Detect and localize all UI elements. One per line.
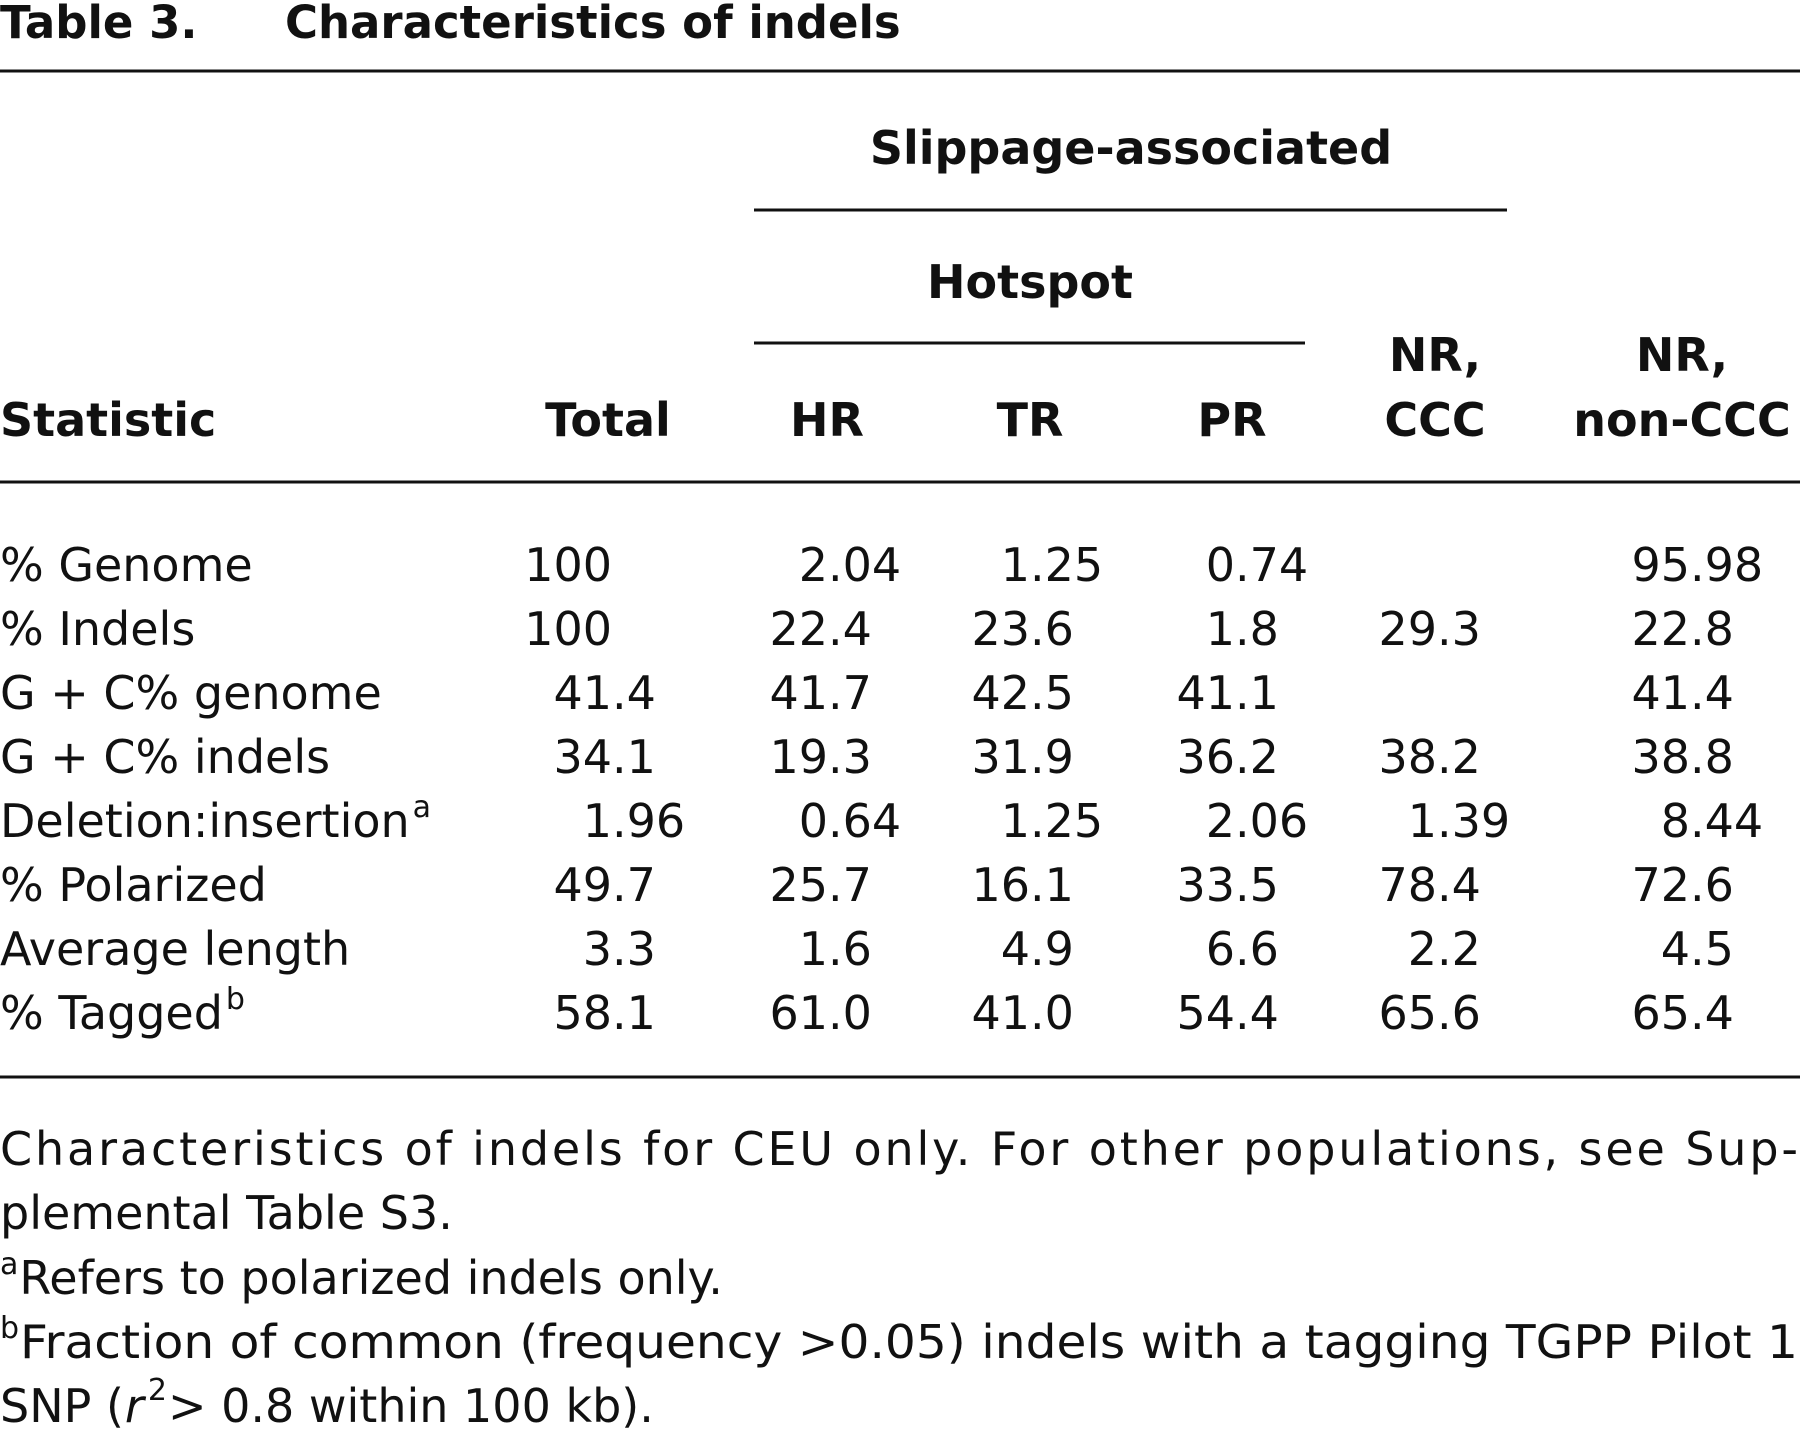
cell: 65.6 (1378, 986, 1480, 1040)
footnote-mark: b (226, 982, 245, 1017)
cell: 42.5 (971, 666, 1073, 720)
cell: 1.39 (1408, 794, 1510, 848)
row-label: Deletion:insertion (0, 794, 410, 848)
row-label: G + C% genome (0, 666, 382, 720)
cell: 8.44 (1661, 794, 1763, 848)
cell: 1.25 (1001, 794, 1103, 848)
cell: 49.7 (553, 858, 655, 912)
row-label: % Polarized (0, 858, 267, 912)
column-header: HR (790, 393, 864, 447)
cell: 4.5 (1661, 922, 1734, 976)
cell: 0.74 (1206, 538, 1308, 592)
cell: 41.0 (971, 986, 1073, 1040)
footnote-text: SNP ( (0, 1379, 124, 1433)
footnote-text: r (125, 1379, 147, 1433)
cell: 4.9 (1001, 922, 1074, 976)
cell: 100 (524, 538, 612, 592)
cell: 1.96 (583, 794, 685, 848)
cell: 0.64 (799, 794, 901, 848)
cell: 1.8 (1206, 602, 1279, 656)
column-header: CCC (1384, 393, 1485, 447)
subgroup-header: Hotspot (927, 255, 1133, 309)
cell: 95.98 (1631, 538, 1763, 592)
cell: 29.3 (1378, 602, 1480, 656)
group-header: Slippage-associated (870, 121, 1392, 175)
cell: 41.1 (1176, 666, 1278, 720)
cell: 34.1 (553, 730, 655, 784)
cell: 3.3 (583, 922, 656, 976)
footnote-text: 2 (148, 1373, 167, 1408)
row-label: % Tagged (0, 986, 223, 1040)
footnote-mark: a (0, 1247, 18, 1282)
cell: 16.1 (971, 858, 1073, 912)
cell: 23.6 (971, 602, 1073, 656)
column-header: Statistic (0, 393, 216, 447)
cell: 2.04 (799, 538, 901, 592)
footnote-mark: a (413, 790, 431, 825)
cell: 19.3 (769, 730, 871, 784)
row-label: Average length (0, 922, 350, 976)
cell: 36.2 (1176, 730, 1278, 784)
footnote-text: Refers to polarized indels only. (19, 1251, 722, 1305)
table-label: Table 3. (0, 0, 198, 49)
cell: 41.4 (1631, 666, 1733, 720)
cell: 58.1 (553, 986, 655, 1040)
cell: 25.7 (769, 858, 871, 912)
column-header: Total (545, 393, 671, 447)
column-header: TR (997, 393, 1064, 447)
cell: 38.2 (1378, 730, 1480, 784)
cell: 54.4 (1176, 986, 1278, 1040)
row-label: % Indels (0, 602, 195, 656)
column-header: PR (1197, 393, 1266, 447)
cell: 72.6 (1631, 858, 1733, 912)
column-header: NR, (1636, 328, 1728, 382)
footnote-text: > 0.8 within 100 kb). (168, 1379, 654, 1433)
cell: 6.6 (1206, 922, 1279, 976)
cell: 100 (524, 602, 612, 656)
cell: 2.06 (1206, 794, 1308, 848)
cell: 41.4 (553, 666, 655, 720)
cell: 31.9 (971, 730, 1073, 784)
cell: 33.5 (1176, 858, 1278, 912)
footnote-mark: b (0, 1311, 19, 1346)
table-title: Characteristics of indels (285, 0, 901, 49)
cell: 22.8 (1631, 602, 1733, 656)
cell: 2.2 (1408, 922, 1481, 976)
note-text: plemental Table S3. (0, 1186, 453, 1240)
cell: 38.8 (1631, 730, 1733, 784)
cell: 41.7 (769, 666, 871, 720)
cell: 1.6 (799, 922, 872, 976)
cell: 78.4 (1378, 858, 1480, 912)
cell: 65.4 (1631, 986, 1733, 1040)
row-label: % Genome (0, 538, 253, 592)
column-header: non-CCC (1573, 393, 1790, 447)
cell: 1.25 (1001, 538, 1103, 592)
cell: 22.4 (769, 602, 871, 656)
note-text: Characteristics of indels for CEU only. … (0, 1122, 1798, 1176)
column-header: NR, (1389, 328, 1481, 382)
row-label: G + C% indels (0, 730, 330, 784)
cell: 61.0 (769, 986, 871, 1040)
footnote-text: Fraction of common (frequency >0.05) ind… (20, 1315, 1798, 1369)
